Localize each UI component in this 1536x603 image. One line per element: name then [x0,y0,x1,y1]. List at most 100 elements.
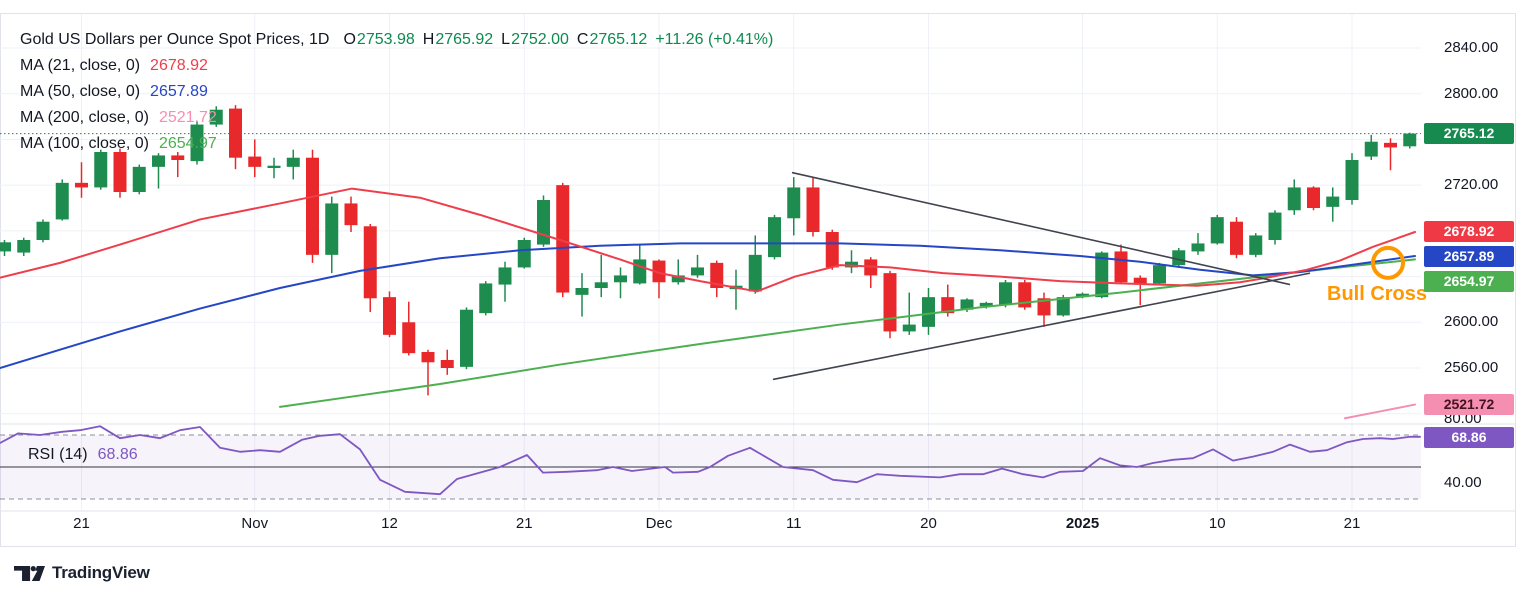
candle-body-down [1037,298,1051,316]
candle-body-down [941,297,955,314]
candle-body-down [1133,277,1147,285]
candle-body-up [768,217,781,258]
close-value: 2765.12 [589,31,648,48]
candle-body-up [0,242,11,252]
candle-body-up [209,109,223,125]
low-value: 2752.00 [511,31,569,48]
ma21-value: 2678.92 [150,57,208,74]
ma21-line [0,187,1416,293]
ma50-line [0,242,1416,369]
candle-body-down [113,152,127,192]
candle-body-up [594,282,608,288]
candle-body-up [132,166,146,192]
symbol-title: Gold US Dollars per Ounce Spot Prices, 1… [20,31,330,48]
tradingview-wordmark: TradingView [52,563,150,582]
candle-body-up [36,221,50,240]
candle-body-up [517,240,531,268]
candle-body-up [1210,217,1224,244]
ma200-line [1344,403,1416,420]
candle-body-up [1287,187,1301,211]
price-axis-badge: 2654.97 [1424,270,1514,292]
candle-body-up [1076,293,1089,298]
candle-body-up [1403,133,1417,147]
candle-body-up [1249,235,1263,255]
bull-cross-circle [1371,245,1405,280]
candle-body-up [922,297,935,327]
candle-body-up [286,157,300,167]
time-axis-label: 21 [1343,515,1361,532]
candle-body-up [1056,297,1070,316]
low-label: L [501,31,511,48]
candle-body-up [979,302,993,307]
time-axis-label: 21 [73,515,90,532]
price-axis-label: 2720.00 [1444,176,1499,194]
ma21-legend-row: MA (21, close, 0) 2678.92 [20,53,773,79]
rsi-value: 68.86 [97,446,138,463]
candle-body-down [171,155,185,160]
candle-body-up [671,275,685,283]
candle-body-down [363,226,377,299]
price-axis-label: 2600.00 [1444,313,1499,331]
ma100-legend-row: MA (100, close, 0) 2654.97 [20,131,773,157]
candle-body-up [1095,252,1109,298]
candle-body-up [152,155,165,167]
candle-body-up [479,283,493,314]
price-axis-badge: 68.86 [1424,426,1514,448]
candle-body-down [75,182,88,188]
price-axis-badge: 2765.12 [1424,122,1514,144]
change-value: +11.26 (+0.41%) [655,31,774,48]
rsi-legend-row: RSI (14) 68.86 [28,446,138,464]
candle-body-up [787,187,801,219]
price-axis-badge: 2657.89 [1424,245,1514,267]
candle-body-down [1018,282,1032,308]
tradingview-attribution-link[interactable]: TradingView [14,561,150,585]
candle-body-up [1191,243,1205,252]
candle-body-down [248,156,262,167]
candle-body-up [960,299,974,310]
time-axis-label: 20 [920,515,937,532]
ma200-value: 2521.72 [158,109,217,126]
candle-body-up [537,200,550,245]
high-value: 2765.92 [435,31,494,48]
candle-body-up [460,309,473,367]
candle-body-down [883,273,897,332]
candle-body-up [614,275,627,283]
candle-body-up [55,182,69,220]
candle-body-up [748,254,762,292]
trendline-upper [791,171,1291,286]
candle-body-up [691,267,704,276]
candle-body-down [306,157,319,255]
ma50-legend-row: MA (50, close, 0) 2657.89 [20,79,773,105]
time-axis-label: 10 [1208,515,1226,532]
candle-body-down [1384,142,1397,148]
candle-body-down [556,185,570,293]
candle-body-down [229,108,242,158]
chart-legend: Gold US Dollars per Ounce Spot Prices, 1… [20,27,773,157]
candle-body-up [498,267,512,285]
candle-body-up [325,203,339,255]
time-axis-label: Nov [241,515,269,532]
ma100-label: MA (100, close, 0) [20,135,149,152]
candle-body-down [440,360,454,368]
candle-body-down [806,187,820,232]
candle-body-up [633,259,647,284]
time-axis-label: 2025 [1065,515,1100,532]
candle-body-up [1326,196,1340,207]
time-axis-label: 11 [785,515,802,532]
candle-body-up [999,282,1012,306]
price-axis-label: 2840.00 [1444,39,1499,56]
price-axis-label: 2560.00 [1444,359,1499,376]
ma21-label: MA (21, close, 0) [20,57,141,74]
price-axis-label: 40.00 [1444,474,1482,491]
candle-body-down [825,232,839,268]
candle-body-down [402,322,416,354]
time-axis-label: 12 [381,515,398,532]
tradingview-logo-icon [14,565,45,581]
trendline-lower [772,272,1311,381]
candle-body-up [1153,265,1166,284]
candle-body-down [344,203,358,226]
candle-body-down [383,297,396,335]
symbol-ohlc-row: Gold US Dollars per Ounce Spot Prices, 1… [20,27,773,53]
candle-body-up [575,288,589,295]
